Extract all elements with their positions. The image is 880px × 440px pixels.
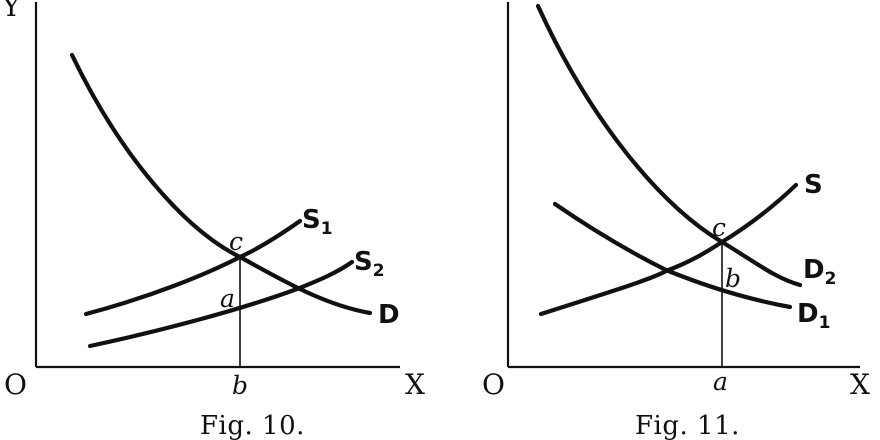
fig11-label-d1: D1 — [797, 299, 830, 333]
fig11-point-b: b — [725, 264, 741, 293]
fig10-caption: Fig. 10. — [200, 411, 305, 440]
figure-11: X O c b a S D2 D1 Fig. 11. — [482, 2, 870, 440]
fig10-point-b: b — [232, 371, 248, 400]
figure-10: Y X O c a b S1 S2 D Fig. 10. — [1, 0, 425, 440]
fig11-label-s: S — [804, 170, 823, 200]
fig11-x-axis-label: X — [850, 368, 870, 401]
fig11-demand-curve-d2 — [535, 3, 803, 288]
fig10-x-axis-label: X — [405, 368, 425, 401]
fig10-label-s2: S2 — [354, 247, 385, 281]
fig10-y-axis-label: Y — [1, 0, 21, 23]
fig11-supply-curve-s — [538, 182, 799, 317]
fig11-point-c: c — [712, 213, 726, 242]
fig11-origin-label: O — [482, 368, 505, 401]
fig10-origin-label: O — [4, 368, 27, 401]
fig10-point-c: c — [229, 227, 243, 256]
fig11-caption: Fig. 11. — [635, 411, 740, 440]
fig10-demand-curve-d — [69, 52, 373, 316]
fig11-label-d2: D2 — [803, 255, 836, 289]
fig10-supply-curve-s2 — [87, 259, 355, 349]
fig10-label-s1: S1 — [302, 205, 333, 239]
fig10-label-d: D — [378, 300, 400, 330]
fig10-supply-curve-s1 — [83, 218, 303, 317]
fig10-point-a: a — [220, 284, 235, 313]
fig11-point-a: a — [713, 367, 728, 396]
